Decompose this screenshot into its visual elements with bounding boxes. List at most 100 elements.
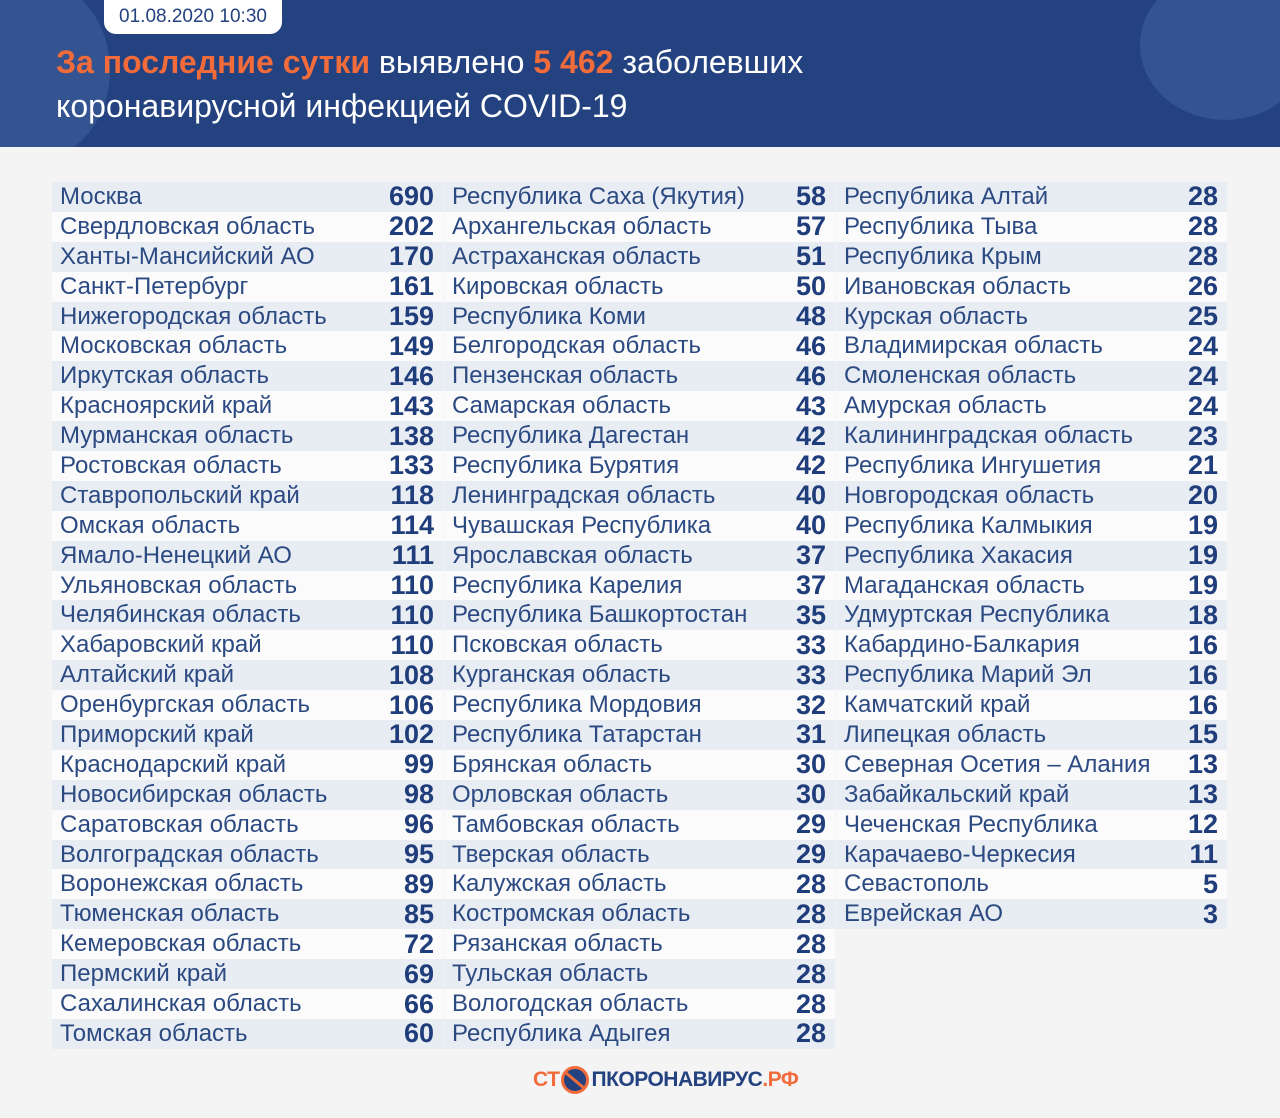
case-count: 24 (1187, 330, 1218, 361)
case-count: 110 (390, 629, 434, 660)
region-name: Республика Дагестан (452, 422, 690, 450)
region-name: Томская область (60, 1019, 248, 1047)
table-row: Санкт-Петербург 161 (52, 271, 443, 302)
region-name: Саратовская область (60, 810, 299, 838)
table-row: Республика Коми 48 (444, 301, 835, 332)
table-row: Ямало-Ненецкий АО 111 (52, 540, 443, 571)
region-name: Астраханская область (452, 242, 701, 270)
region-name: Республика Коми (452, 302, 646, 330)
case-count: 50 (795, 271, 826, 302)
case-count: 19 (1187, 540, 1218, 571)
table-row: Костромская область 28 (444, 899, 835, 930)
case-count: 33 (795, 659, 826, 690)
table-row: Тверская область 29 (444, 839, 835, 870)
table-column: Москва 690 Свердловская область 202 Ханты-Ма… (52, 181, 443, 1049)
case-count: 11 (1189, 839, 1218, 870)
table-row: Республика Калмыкия 19 (836, 510, 1227, 541)
table-row: Курская область 25 (836, 301, 1227, 332)
table-row: Кемеровская область 72 (52, 929, 443, 960)
case-count: 28 (795, 958, 826, 989)
table-row: Ивановская область 26 (836, 271, 1227, 302)
region-name: Карачаево-Черкесия (844, 840, 1076, 868)
case-count: 48 (795, 301, 826, 332)
case-count: 25 (1187, 301, 1218, 332)
table-row: Республика Алтай 28 (836, 181, 1227, 212)
table-row: Республика Адыгея 28 (444, 1018, 835, 1049)
case-count: 95 (403, 839, 434, 870)
region-name: Республика Саха (Якутия) (452, 182, 745, 210)
table-row: Республика Карелия 37 (444, 570, 835, 601)
case-count: 31 (795, 719, 826, 750)
region-name: Республика Алтай (844, 182, 1049, 210)
region-name: Тульская область (452, 960, 649, 988)
case-count: 89 (403, 868, 434, 899)
table-row: Камчатский край 16 (836, 690, 1227, 721)
table-row: Забайкальский край 13 (836, 779, 1227, 810)
region-name: Ростовская область (60, 451, 282, 479)
case-count: 161 (388, 271, 434, 302)
region-name: Кабардино-Балкария (844, 631, 1080, 659)
table-row: Пермский край 69 (52, 958, 443, 990)
case-count: 37 (795, 540, 826, 571)
region-name: Республика Тыва (844, 212, 1038, 240)
case-count: 143 (388, 390, 434, 421)
stopkoronavirus-logo: СТ ПКОРОНАВИРУС .РФ (533, 1066, 799, 1094)
table-row: Ярославская область 37 (444, 540, 835, 571)
case-count: 102 (388, 719, 434, 750)
region-name: Ханты-Мансийский АО (60, 242, 315, 270)
case-count: 57 (795, 211, 826, 242)
region-name: Краснодарский край (60, 750, 287, 778)
region-name: Московская область (60, 332, 288, 360)
case-count: 28 (795, 868, 826, 899)
header-banner: 01.08.2020 10:30 За последние сутки выяв… (0, 0, 1280, 147)
region-name: Республика Бурятия (452, 451, 680, 479)
region-name: Калининградская область (844, 422, 1134, 450)
case-count: 138 (388, 420, 434, 451)
region-name: Челябинская область (60, 601, 301, 629)
region-name: Рязанская область (452, 930, 663, 958)
region-name: Ульяновская область (60, 571, 298, 599)
table-row: Республика Татарстан 31 (444, 719, 835, 750)
table-row: Республика Башкортостан 35 (444, 599, 835, 631)
table-column: Республика Алтай 28 Республика Тыва 28 Респу… (836, 181, 1227, 1049)
table-row: Ставропольский край 118 (52, 480, 443, 511)
region-name: Республика Татарстан (452, 720, 702, 748)
table-row: Республика Тыва 28 (836, 211, 1227, 242)
case-count: 21 (1187, 450, 1218, 481)
case-count: 69 (403, 958, 434, 989)
region-name: Брянская область (452, 750, 652, 778)
region-name: Республика Мордовия (452, 691, 702, 719)
case-count: 40 (795, 510, 826, 541)
region-name: Волгоградская область (60, 840, 319, 868)
table-row: Хабаровский край 110 (52, 629, 443, 661)
case-count: 37 (795, 570, 826, 601)
case-count: 58 (795, 181, 826, 212)
table-row: Тюменская область 85 (52, 899, 443, 930)
region-name: Амурская область (844, 392, 1047, 420)
table-row: Тульская область 28 (444, 958, 835, 990)
case-count: 29 (795, 839, 826, 870)
case-count: 20 (1187, 480, 1218, 511)
virus-decoration (1140, 0, 1280, 120)
case-count: 35 (795, 599, 826, 630)
region-name: Кемеровская область (60, 930, 302, 958)
case-count: 42 (795, 450, 826, 481)
region-name: Республика Ингушетия (844, 451, 1102, 479)
table-row: Орловская область 30 (444, 779, 835, 810)
region-name: Республика Карелия (452, 571, 683, 599)
case-count: 28 (795, 928, 826, 959)
case-count: 46 (795, 330, 826, 361)
table-row: Саратовская область 96 (52, 809, 443, 840)
table-row: Воронежская область 89 (52, 868, 443, 900)
region-name: Республика Крым (844, 242, 1042, 270)
table-row: Архангельская область 57 (444, 211, 835, 242)
table-row: Северная Осетия – Алания 13 (836, 749, 1227, 780)
case-count: 202 (388, 211, 434, 242)
case-count: 13 (1187, 779, 1218, 810)
case-count: 149 (388, 330, 434, 361)
region-name: Санкт-Петербург (60, 272, 249, 300)
case-count: 46 (795, 360, 826, 391)
region-name: Мурманская область (60, 422, 294, 450)
table-row: Иркутская область 146 (52, 361, 443, 392)
virus-decoration (0, 0, 110, 147)
